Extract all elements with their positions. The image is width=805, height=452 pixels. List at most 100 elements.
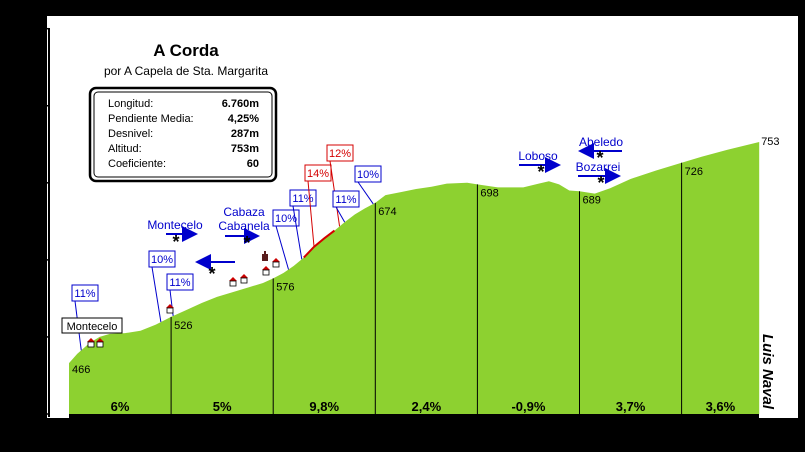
junction-star: * <box>597 173 604 193</box>
junctions: Montecelo*CabazaCabanela*Loboso*Abeledo*… <box>147 135 623 284</box>
stat-value: 60 <box>247 158 259 170</box>
callout-box <box>326 144 354 162</box>
house-icon <box>240 274 248 284</box>
y-tick-label: 600 <box>21 253 41 267</box>
altitude-label: 689 <box>583 194 601 206</box>
callout-box <box>304 164 332 182</box>
km-gradient-labels: 6% 5% 9,8% 2,4% -0,9% 3,7% 3,6% <box>111 399 736 414</box>
chart-subtitle: por A Capela de Sta. Margarita <box>104 64 268 78</box>
village-houses <box>87 251 280 348</box>
stat-label: Altitud: <box>108 143 142 155</box>
km-dividers <box>170 162 683 414</box>
altitude-label: 466 <box>72 364 90 376</box>
gradient-label: 3,6% <box>706 399 736 414</box>
house-icon <box>272 258 280 268</box>
x-tick-label: 4 <box>474 423 480 435</box>
callout-label: 10% <box>151 254 173 266</box>
altitude-label: 698 <box>480 187 498 199</box>
chart-title: A Corda <box>153 41 219 60</box>
x-tick-label: 0 <box>66 423 72 435</box>
callout-leader <box>335 206 346 223</box>
callout-label: 11% <box>335 194 356 206</box>
stats-box: Longitud: 6.760m Pendiente Media: 4,25% … <box>88 86 278 183</box>
junction-star: * <box>537 162 544 182</box>
callout-label: 11% <box>169 277 190 289</box>
stat-label: Longitud: <box>108 98 153 110</box>
stat-label: Coeficiente: <box>108 158 166 170</box>
callout-label: 14% <box>307 168 329 180</box>
y-tick-label: 400 <box>21 407 41 421</box>
callout-leader <box>292 205 303 260</box>
x-tick-label: 5 <box>576 423 582 435</box>
callout-box <box>354 165 382 183</box>
callout-label: 12% <box>329 148 351 160</box>
stat-value: 4,25% <box>228 113 259 125</box>
x-tick-label: 6 <box>679 423 685 435</box>
church-icon <box>262 251 268 261</box>
junction-star: * <box>243 233 250 253</box>
callout-box <box>272 209 300 227</box>
callout-box <box>332 190 360 208</box>
stat-value: 6.760m <box>222 98 260 110</box>
callout-box <box>148 250 176 268</box>
altitude-label: 753 <box>761 136 779 148</box>
junction-label: Cabaza <box>223 205 265 219</box>
junction-label: Abeledo <box>579 135 623 149</box>
gradient-label: 2,4% <box>412 399 442 414</box>
house-icon <box>166 304 174 314</box>
junction-label: Loboso <box>518 149 558 163</box>
gradient-bar-base <box>69 414 759 419</box>
callout-box <box>166 273 194 291</box>
steep-ramp-line <box>303 229 336 259</box>
altitude-labels: 466 526 576 674 698 689 726 753 <box>72 136 780 376</box>
callout-box <box>71 284 99 302</box>
author-signature: Luis Naval <box>759 334 776 410</box>
village-box <box>61 317 123 334</box>
stat-value: 287m <box>231 128 259 140</box>
gradient-label: 3,7% <box>616 399 646 414</box>
junction-label: Bozarrei <box>576 160 621 174</box>
junction-star: * <box>208 264 215 284</box>
altitude-label: 726 <box>685 166 703 178</box>
x-tick-label: 2 <box>270 423 276 435</box>
callout-label: 11% <box>74 288 95 300</box>
junction-label: Cabanela <box>218 219 270 233</box>
stat-label: Pendiente Media: <box>108 113 194 125</box>
x-tick-label: 3 <box>372 423 378 435</box>
callout-leader <box>275 225 289 270</box>
callout-label: 10% <box>357 169 379 181</box>
house-icon <box>262 266 270 276</box>
village-label: Montecelo <box>67 321 118 333</box>
y-tick-label: 500 <box>21 330 41 344</box>
callout-leader <box>357 181 374 205</box>
stat-value: 753m <box>231 143 259 155</box>
callout-leader <box>151 266 162 323</box>
y-tick-label: 800 <box>21 99 41 113</box>
callout-leader <box>307 180 315 247</box>
junction-star: * <box>172 232 179 252</box>
steep-section-callouts: 11% 10% 11% 10% 11% 14%12% 11% 10% Montecelo <box>61 144 382 351</box>
junction-label: Montecelo <box>147 218 203 232</box>
junction-star: * <box>596 148 603 168</box>
y-axis: 400 500 600 700 800 900 <box>21 22 49 421</box>
x-tick-label: 6,76 <box>748 423 769 435</box>
x-tick-label: 1 <box>168 423 174 435</box>
x-axis: 0 1 2 3 4 5 6 6,76 <box>66 419 770 435</box>
gradient-label: 6% <box>111 399 130 414</box>
gradient-label: 5% <box>213 399 232 414</box>
y-tick-label: 700 <box>21 176 41 190</box>
y-tick-label: 900 <box>21 22 41 36</box>
callout-label: 11% <box>292 193 313 205</box>
elevation-area <box>69 142 760 414</box>
altitude-label: 526 <box>174 320 192 332</box>
stat-label: Desnivel: <box>108 128 153 140</box>
house-icon <box>96 338 104 348</box>
altitude-label: 576 <box>276 281 294 293</box>
house-icon <box>87 338 95 348</box>
gradient-label: 9,8% <box>309 399 339 414</box>
house-icon <box>229 277 237 287</box>
altitude-label: 674 <box>378 206 396 218</box>
gradient-label: -0,9% <box>511 399 545 414</box>
callout-label: 10% <box>275 213 297 225</box>
